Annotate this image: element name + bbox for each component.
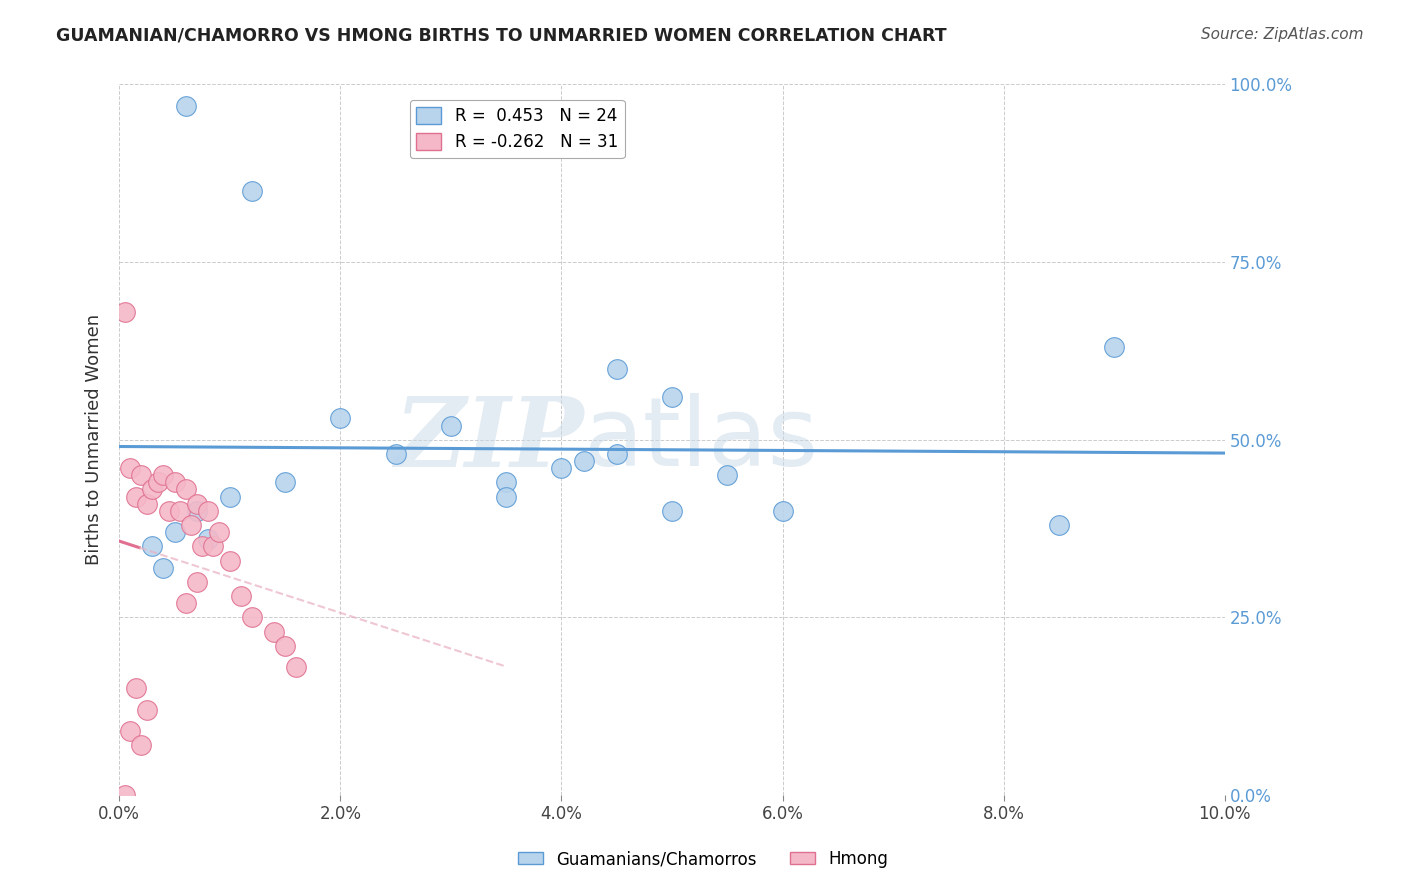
Legend: Guamanians/Chamorros, Hmong: Guamanians/Chamorros, Hmong: [512, 844, 894, 875]
Point: [141, 483, 163, 497]
Point: [131, 468, 153, 483]
Point: [218, 490, 240, 504]
Point: [285, 660, 308, 674]
Point: [716, 468, 738, 483]
Point: [1102, 340, 1125, 354]
Point: [180, 518, 202, 533]
Point: [163, 525, 186, 540]
Point: [208, 525, 231, 540]
Point: [186, 504, 208, 518]
Point: [174, 483, 197, 497]
Point: [572, 454, 595, 468]
Point: [186, 497, 208, 511]
Point: [186, 574, 208, 589]
Point: [240, 184, 263, 198]
Point: [152, 468, 174, 483]
Point: [606, 361, 628, 376]
Point: [218, 553, 240, 567]
Point: [495, 490, 517, 504]
Point: [197, 533, 219, 547]
Point: [125, 681, 148, 696]
Text: GUAMANIAN/CHAMORRO VS HMONG BIRTHS TO UNMARRIED WOMEN CORRELATION CHART: GUAMANIAN/CHAMORRO VS HMONG BIRTHS TO UN…: [56, 27, 946, 45]
Point: [606, 447, 628, 461]
Point: [120, 461, 142, 475]
Point: [135, 703, 157, 717]
Point: [135, 497, 157, 511]
Text: ZIP: ZIP: [394, 392, 583, 487]
Point: [384, 447, 406, 461]
Point: [329, 411, 352, 425]
Point: [141, 539, 163, 553]
Point: [169, 504, 191, 518]
Point: [1047, 518, 1070, 533]
Point: [120, 724, 142, 739]
Point: [240, 610, 263, 624]
Point: [495, 475, 517, 490]
Point: [550, 461, 572, 475]
Point: [125, 490, 148, 504]
Point: [661, 504, 683, 518]
Point: [146, 475, 169, 490]
Point: [114, 305, 136, 319]
Text: Source: ZipAtlas.com: Source: ZipAtlas.com: [1201, 27, 1364, 42]
Point: [174, 596, 197, 610]
Y-axis label: Births to Unmarried Women: Births to Unmarried Women: [86, 314, 103, 566]
Point: [661, 390, 683, 404]
Point: [174, 99, 197, 113]
Point: [197, 504, 219, 518]
Point: [202, 539, 225, 553]
Point: [229, 589, 252, 603]
Point: [191, 539, 214, 553]
Point: [274, 639, 297, 653]
Text: atlas: atlas: [583, 393, 818, 486]
Point: [772, 504, 794, 518]
Point: [274, 475, 297, 490]
Point: [131, 739, 153, 753]
Point: [157, 504, 180, 518]
Point: [263, 624, 285, 639]
Point: [163, 475, 186, 490]
Legend: R =  0.453   N = 24, R = -0.262   N = 31: R = 0.453 N = 24, R = -0.262 N = 31: [409, 100, 624, 158]
Point: [440, 418, 463, 433]
Point: [114, 788, 136, 802]
Point: [152, 560, 174, 574]
